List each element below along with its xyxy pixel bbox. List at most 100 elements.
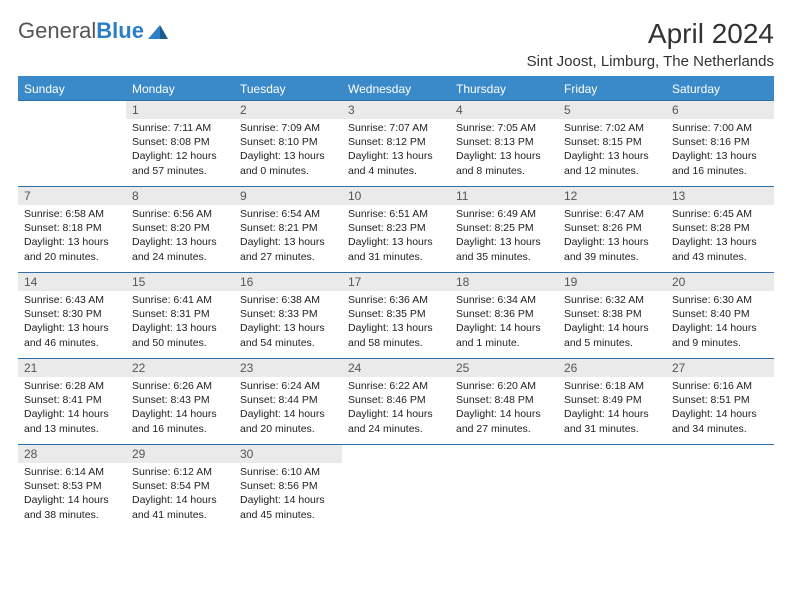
day-number: 5 [558, 101, 666, 119]
day-details: Sunrise: 6:49 AMSunset: 8:25 PMDaylight:… [450, 205, 558, 268]
day-cell: 29Sunrise: 6:12 AMSunset: 8:54 PMDayligh… [126, 445, 234, 531]
sunset-line: Sunset: 8:41 PM [24, 393, 120, 407]
day-number: 1 [126, 101, 234, 119]
day-cell: 8Sunrise: 6:56 AMSunset: 8:20 PMDaylight… [126, 187, 234, 273]
daylight-line: Daylight: 13 hours and 0 minutes. [240, 149, 336, 177]
triangle-icon [148, 23, 168, 39]
day-cell: 13Sunrise: 6:45 AMSunset: 8:28 PMDayligh… [666, 187, 774, 273]
brand-part1: General [18, 18, 96, 43]
sunset-line: Sunset: 8:35 PM [348, 307, 444, 321]
day-details: Sunrise: 6:47 AMSunset: 8:26 PMDaylight:… [558, 205, 666, 268]
sunset-line: Sunset: 8:26 PM [564, 221, 660, 235]
daylight-line: Daylight: 13 hours and 31 minutes. [348, 235, 444, 263]
daylight-line: Daylight: 13 hours and 20 minutes. [24, 235, 120, 263]
day-details: Sunrise: 7:07 AMSunset: 8:12 PMDaylight:… [342, 119, 450, 182]
day-details: Sunrise: 6:51 AMSunset: 8:23 PMDaylight:… [342, 205, 450, 268]
day-cell: 25Sunrise: 6:20 AMSunset: 8:48 PMDayligh… [450, 359, 558, 445]
sunrise-line: Sunrise: 6:30 AM [672, 293, 768, 307]
daylight-line: Daylight: 13 hours and 27 minutes. [240, 235, 336, 263]
day-details: Sunrise: 7:02 AMSunset: 8:15 PMDaylight:… [558, 119, 666, 182]
sunrise-line: Sunrise: 7:11 AM [132, 121, 228, 135]
day-details: Sunrise: 6:20 AMSunset: 8:48 PMDaylight:… [450, 377, 558, 440]
daylight-line: Daylight: 14 hours and 5 minutes. [564, 321, 660, 349]
sunrise-line: Sunrise: 6:36 AM [348, 293, 444, 307]
day-number: 8 [126, 187, 234, 205]
daylight-line: Daylight: 13 hours and 12 minutes. [564, 149, 660, 177]
day-details: Sunrise: 6:18 AMSunset: 8:49 PMDaylight:… [558, 377, 666, 440]
sunset-line: Sunset: 8:21 PM [240, 221, 336, 235]
weekday-header: Friday [558, 77, 666, 101]
daylight-line: Daylight: 13 hours and 58 minutes. [348, 321, 444, 349]
sunset-line: Sunset: 8:38 PM [564, 307, 660, 321]
day-cell: 5Sunrise: 7:02 AMSunset: 8:15 PMDaylight… [558, 101, 666, 187]
day-number: 27 [666, 359, 774, 377]
day-details: Sunrise: 7:11 AMSunset: 8:08 PMDaylight:… [126, 119, 234, 182]
calendar-row: 21Sunrise: 6:28 AMSunset: 8:41 PMDayligh… [18, 359, 774, 445]
day-number: 6 [666, 101, 774, 119]
day-cell: 19Sunrise: 6:32 AMSunset: 8:38 PMDayligh… [558, 273, 666, 359]
day-cell: 2Sunrise: 7:09 AMSunset: 8:10 PMDaylight… [234, 101, 342, 187]
day-cell: 24Sunrise: 6:22 AMSunset: 8:46 PMDayligh… [342, 359, 450, 445]
day-details: Sunrise: 6:45 AMSunset: 8:28 PMDaylight:… [666, 205, 774, 268]
day-number: 14 [18, 273, 126, 291]
sunset-line: Sunset: 8:43 PM [132, 393, 228, 407]
sunset-line: Sunset: 8:49 PM [564, 393, 660, 407]
sunrise-line: Sunrise: 6:51 AM [348, 207, 444, 221]
sunset-line: Sunset: 8:28 PM [672, 221, 768, 235]
empty-cell [666, 445, 774, 531]
page-header: GeneralBlue April 2024 Sint Joost, Limbu… [18, 18, 774, 70]
daylight-line: Daylight: 13 hours and 39 minutes. [564, 235, 660, 263]
daylight-line: Daylight: 14 hours and 45 minutes. [240, 493, 336, 521]
day-cell: 28Sunrise: 6:14 AMSunset: 8:53 PMDayligh… [18, 445, 126, 531]
sunrise-line: Sunrise: 6:32 AM [564, 293, 660, 307]
day-number: 29 [126, 445, 234, 463]
day-number: 11 [450, 187, 558, 205]
day-number: 16 [234, 273, 342, 291]
day-number: 13 [666, 187, 774, 205]
daylight-line: Daylight: 13 hours and 24 minutes. [132, 235, 228, 263]
day-details: Sunrise: 6:38 AMSunset: 8:33 PMDaylight:… [234, 291, 342, 354]
day-details: Sunrise: 7:09 AMSunset: 8:10 PMDaylight:… [234, 119, 342, 182]
empty-cell [450, 445, 558, 531]
day-cell: 26Sunrise: 6:18 AMSunset: 8:49 PMDayligh… [558, 359, 666, 445]
daylight-line: Daylight: 14 hours and 20 minutes. [240, 407, 336, 435]
day-number: 18 [450, 273, 558, 291]
daylight-line: Daylight: 14 hours and 9 minutes. [672, 321, 768, 349]
daylight-line: Daylight: 14 hours and 41 minutes. [132, 493, 228, 521]
day-details: Sunrise: 6:58 AMSunset: 8:18 PMDaylight:… [18, 205, 126, 268]
weekday-header: Wednesday [342, 77, 450, 101]
day-details: Sunrise: 6:10 AMSunset: 8:56 PMDaylight:… [234, 463, 342, 526]
day-number: 28 [18, 445, 126, 463]
day-cell: 7Sunrise: 6:58 AMSunset: 8:18 PMDaylight… [18, 187, 126, 273]
sunset-line: Sunset: 8:18 PM [24, 221, 120, 235]
sunset-line: Sunset: 8:08 PM [132, 135, 228, 149]
calendar-body: 1Sunrise: 7:11 AMSunset: 8:08 PMDaylight… [18, 101, 774, 531]
calendar-row: 28Sunrise: 6:14 AMSunset: 8:53 PMDayligh… [18, 445, 774, 531]
sunset-line: Sunset: 8:51 PM [672, 393, 768, 407]
daylight-line: Daylight: 14 hours and 13 minutes. [24, 407, 120, 435]
sunrise-line: Sunrise: 6:45 AM [672, 207, 768, 221]
empty-cell [558, 445, 666, 531]
weekday-row: SundayMondayTuesdayWednesdayThursdayFrid… [18, 77, 774, 101]
day-details: Sunrise: 6:24 AMSunset: 8:44 PMDaylight:… [234, 377, 342, 440]
daylight-line: Daylight: 14 hours and 27 minutes. [456, 407, 552, 435]
day-cell: 20Sunrise: 6:30 AMSunset: 8:40 PMDayligh… [666, 273, 774, 359]
day-cell: 23Sunrise: 6:24 AMSunset: 8:44 PMDayligh… [234, 359, 342, 445]
daylight-line: Daylight: 14 hours and 1 minute. [456, 321, 552, 349]
day-details: Sunrise: 6:32 AMSunset: 8:38 PMDaylight:… [558, 291, 666, 354]
sunrise-line: Sunrise: 6:28 AM [24, 379, 120, 393]
day-cell: 27Sunrise: 6:16 AMSunset: 8:51 PMDayligh… [666, 359, 774, 445]
day-number: 20 [666, 273, 774, 291]
sunset-line: Sunset: 8:56 PM [240, 479, 336, 493]
daylight-line: Daylight: 14 hours and 24 minutes. [348, 407, 444, 435]
sunset-line: Sunset: 8:25 PM [456, 221, 552, 235]
calendar-row: 1Sunrise: 7:11 AMSunset: 8:08 PMDaylight… [18, 101, 774, 187]
daylight-line: Daylight: 13 hours and 46 minutes. [24, 321, 120, 349]
sunset-line: Sunset: 8:53 PM [24, 479, 120, 493]
calendar-row: 7Sunrise: 6:58 AMSunset: 8:18 PMDaylight… [18, 187, 774, 273]
day-cell: 21Sunrise: 6:28 AMSunset: 8:41 PMDayligh… [18, 359, 126, 445]
day-cell: 12Sunrise: 6:47 AMSunset: 8:26 PMDayligh… [558, 187, 666, 273]
day-cell: 16Sunrise: 6:38 AMSunset: 8:33 PMDayligh… [234, 273, 342, 359]
day-number: 9 [234, 187, 342, 205]
day-details: Sunrise: 6:16 AMSunset: 8:51 PMDaylight:… [666, 377, 774, 440]
